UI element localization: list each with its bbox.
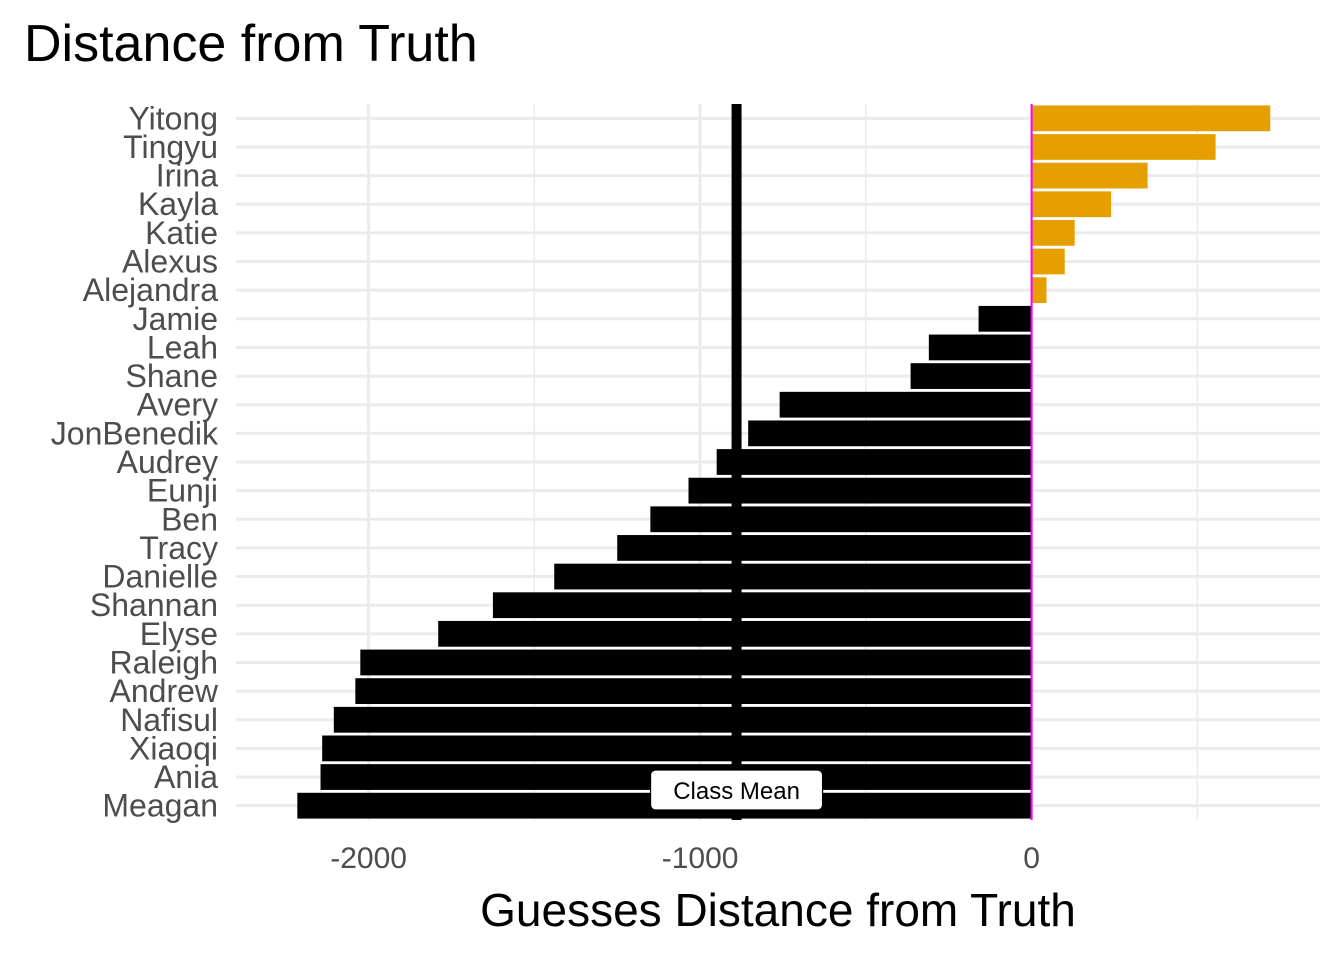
- y-tick-label: Eunji: [147, 473, 218, 509]
- bar-audrey: [716, 449, 1032, 475]
- class-mean-annotation: Class Mean: [649, 769, 824, 811]
- bar-jonbenedik: [748, 420, 1032, 447]
- bar-leah: [928, 334, 1032, 361]
- bar-nafisul: [333, 706, 1032, 733]
- y-tick-label: JonBenedik: [51, 415, 219, 451]
- bar-avery: [779, 391, 1032, 418]
- y-tick-label: Raleigh: [109, 644, 218, 680]
- bar-jamie: [978, 305, 1032, 332]
- y-tick-label: Alejandra: [83, 272, 218, 308]
- x-axis-ticks: -2000 -1000 0: [330, 842, 1040, 875]
- bar-andrew: [355, 678, 1032, 705]
- y-tick-label: Danielle: [102, 559, 218, 595]
- bar-danielle: [554, 563, 1032, 590]
- bar-eunji: [688, 477, 1032, 504]
- class-mean-line: [731, 104, 742, 820]
- bar-raleigh: [360, 649, 1032, 676]
- y-tick-label: Irina: [156, 158, 218, 194]
- y-tick-label: Nafisul: [120, 702, 218, 738]
- y-tick-label: Alexus: [122, 244, 218, 280]
- y-tick-label: Andrew: [110, 673, 219, 709]
- class-mean-label-box: [649, 769, 824, 811]
- y-tick-label: Tracy: [139, 530, 218, 566]
- bar-xiaoqi: [322, 735, 1032, 762]
- bar-shannan: [492, 592, 1032, 619]
- y-tick-label: Audrey: [117, 444, 218, 480]
- y-tick-label: Ben: [161, 501, 218, 537]
- x-tick-label: 0: [1023, 842, 1040, 875]
- bar-irina: [1031, 162, 1148, 189]
- x-tick-label: -2000: [330, 842, 407, 875]
- bar-yitong: [1031, 105, 1271, 132]
- bar-alexus: [1031, 248, 1065, 275]
- class-mean-label: Class Mean: [673, 778, 800, 805]
- bar-tracy: [617, 535, 1032, 561]
- bar-katie: [1031, 219, 1075, 246]
- y-tick-label: Elyse: [140, 616, 218, 652]
- y-tick-label: Tingyu: [123, 129, 218, 165]
- y-tick-label: Shane: [125, 358, 218, 394]
- y-axis-labels: YitongTingyuIrinaKaylaKatieAlexusAlejand…: [51, 100, 219, 823]
- y-tick-label: Yitong: [128, 100, 218, 136]
- y-tick-label: Avery: [137, 387, 218, 423]
- bar-ben: [650, 506, 1032, 533]
- y-tick-label: Meagan: [102, 788, 218, 824]
- bar-tingyu: [1031, 134, 1216, 160]
- y-tick-label: Shannan: [90, 587, 218, 623]
- bar-shane: [910, 363, 1032, 389]
- bar-kayla: [1031, 191, 1112, 218]
- y-tick-label: Kayla: [138, 186, 218, 222]
- y-tick-label: Katie: [145, 215, 218, 251]
- bar-alejandra: [1031, 277, 1047, 304]
- x-tick-label: -1000: [662, 842, 739, 875]
- y-tick-label: Leah: [147, 329, 218, 365]
- y-tick-label: Ania: [154, 759, 218, 795]
- x-axis-label: Guesses Distance from Truth: [480, 884, 1076, 936]
- y-tick-label: Xiaoqi: [129, 730, 218, 766]
- y-tick-label: Jamie: [133, 301, 218, 337]
- chart-title: Distance from Truth: [24, 15, 478, 73]
